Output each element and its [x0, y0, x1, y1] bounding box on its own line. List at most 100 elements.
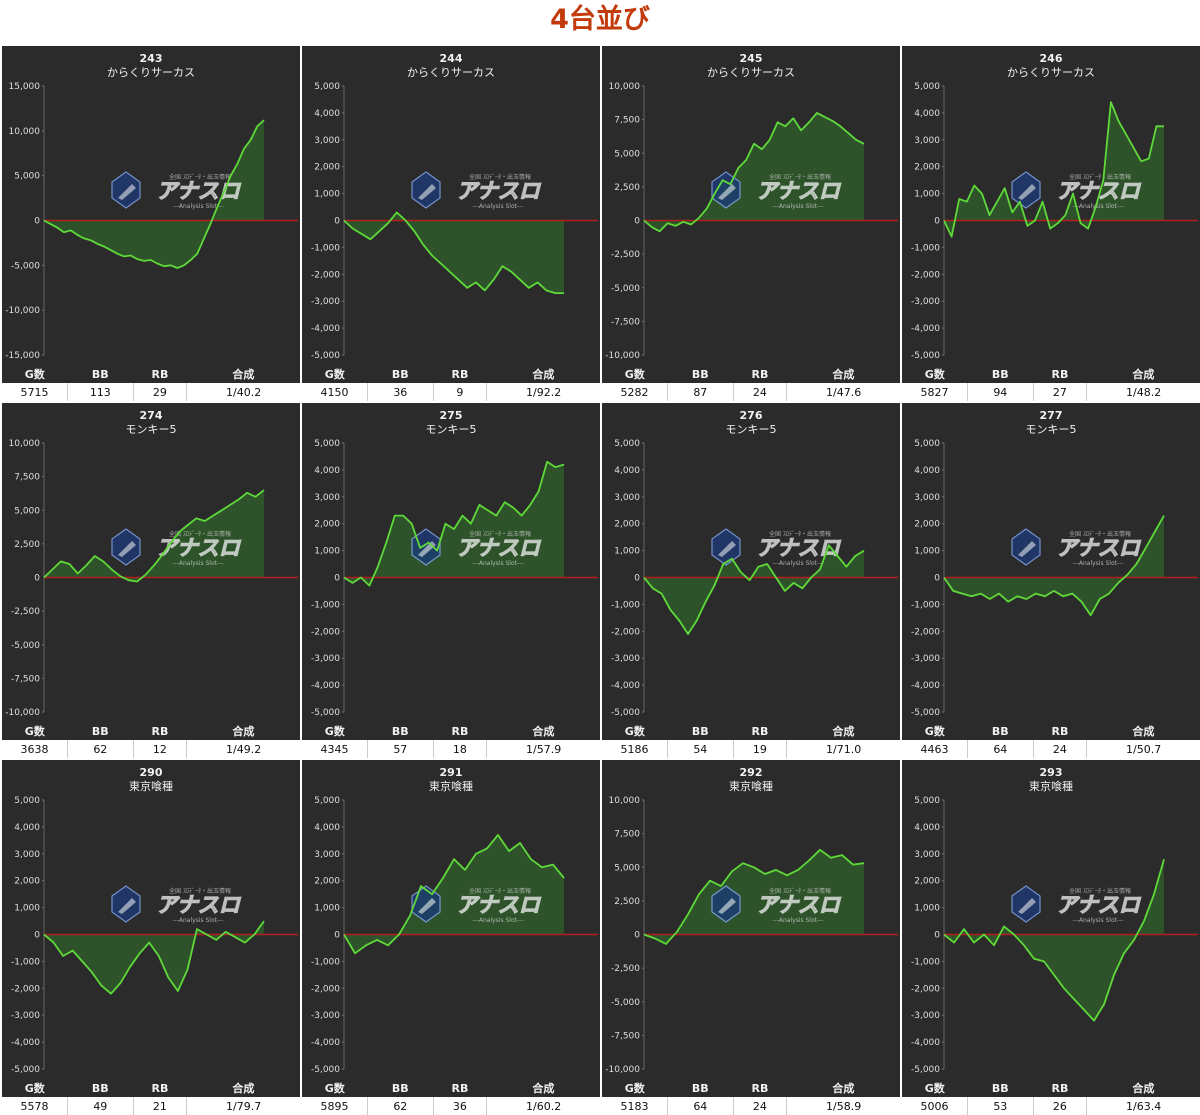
machine-stats-table: G数 BB RB 合成 5006 53 26 1/63.4	[902, 1079, 1200, 1115]
stats-rb: 29	[133, 383, 188, 401]
stats-header: G数	[602, 365, 668, 383]
stats-header: BB	[367, 1079, 434, 1097]
machine-name: 東京喰種	[429, 779, 473, 793]
y-tick-label: -1,000	[911, 243, 940, 253]
y-tick-label: -1,000	[911, 600, 940, 610]
y-tick-label: 0	[934, 217, 940, 227]
machine-chart-panel: 243 からくりサーカス -15,000 -10,000 -5,000 0 5,000 10,…	[2, 46, 300, 401]
series-area	[644, 545, 864, 634]
y-tick-label: 7,500	[14, 473, 40, 483]
y-tick-label: 4,000	[614, 466, 640, 476]
stats-header: RB	[133, 365, 187, 383]
stats-header: BB	[967, 722, 1034, 740]
y-tick-label: 4,000	[314, 823, 340, 833]
y-tick-label: 1,000	[314, 904, 340, 914]
series-line	[943, 858, 1165, 1022]
stats-rb: 21	[133, 1097, 188, 1115]
stats-header: 合成	[786, 1079, 900, 1097]
stats-combined: 1/71.0	[786, 740, 900, 758]
y-tick-label: -4,000	[911, 681, 940, 691]
y-tick-label: -10,000	[5, 708, 40, 718]
stats-bb: 113	[67, 383, 134, 401]
stats-header: 合成	[1086, 365, 1200, 383]
y-tick-label: 1,000	[14, 904, 40, 914]
y-tick-label: 3,000	[914, 850, 940, 860]
machine-stats-table: G数 BB RB 合成 5282 87 24 1/47.6	[602, 365, 900, 401]
stats-header: RB	[733, 722, 787, 740]
watermark-tagline: ---Analysis Slot---	[773, 560, 824, 567]
y-tick-label: 10,000	[9, 127, 41, 137]
stats-games: 3638	[2, 740, 69, 758]
y-tick-label: 1,000	[914, 190, 940, 200]
y-tick-label: -2,000	[911, 627, 940, 637]
y-tick-label: 5,000	[914, 796, 940, 806]
watermark-tagline: ---Analysis Slot---	[473, 203, 524, 210]
stats-header: BB	[667, 1079, 734, 1097]
series-line	[43, 119, 265, 269]
stats-header: BB	[367, 365, 434, 383]
watermark-caption: 全国 ｽﾛﾃﾞｰﾀ・出玉情報	[469, 173, 531, 181]
y-tick-label: 10,000	[9, 439, 41, 449]
machine-name: モンキー5	[1026, 423, 1077, 436]
watermark-logo-text: アナスロ	[456, 893, 542, 917]
machine-name: からくりサーカス	[707, 66, 795, 79]
machine-chart-panel: 244 からくりサーカス -5,000 -4,000 -3,000 -2,000 -1,00…	[302, 46, 600, 401]
machine-chart-panel: 290 東京喰種 -5,000 -4,000 -3,000 -2,000 -1,000 0 1,…	[2, 760, 300, 1115]
y-tick-label: 3,000	[914, 493, 940, 503]
stats-bb: 62	[67, 740, 134, 758]
y-tick-label: 3,000	[614, 493, 640, 503]
watermark-tagline: ---Analysis Slot---	[1073, 560, 1124, 567]
stats-combined: 1/63.4	[1086, 1097, 1200, 1115]
series-area	[644, 112, 864, 232]
y-tick-label: -2,000	[311, 627, 340, 637]
machine-stats-table: G数 BB RB 合成 5183 64 24 1/58.9	[602, 1079, 900, 1115]
stats-header: 合成	[186, 1079, 300, 1097]
y-tick-label: -3,000	[911, 1011, 940, 1021]
machine-chart-panel: 291 東京喰種 -5,000 -4,000 -3,000 -2,000 -1,000 0 1,…	[302, 760, 600, 1115]
watermark-caption: 全国 ｽﾛﾃﾞｰﾀ・出玉情報	[169, 173, 231, 181]
stats-header: BB	[967, 365, 1034, 383]
y-tick-label: 2,000	[314, 520, 340, 530]
series-line	[343, 211, 564, 294]
y-tick-label: 15,000	[9, 82, 41, 92]
series-line	[343, 460, 565, 587]
watermark-caption: 全国 ｽﾛﾃﾞｰﾀ・出玉情報	[769, 173, 831, 181]
y-tick-label: -1,000	[11, 957, 40, 967]
y-tick-label: 0	[634, 217, 640, 227]
y-tick-label: 5,000	[614, 439, 640, 449]
y-tick-label: 0	[334, 931, 340, 941]
watermark-tagline: ---Analysis Slot---	[473, 917, 524, 924]
y-tick-label: -5,000	[611, 284, 640, 294]
machine-name: からくりサーカス	[107, 66, 195, 79]
stats-rb: 36	[433, 1097, 488, 1115]
watermark-caption: 全国 ｽﾛﾃﾞｰﾀ・出玉情報	[1069, 530, 1131, 538]
y-tick-label: 5,000	[914, 439, 940, 449]
y-tick-label: 4,000	[314, 109, 340, 119]
stats-header: G数	[902, 1079, 968, 1097]
stats-combined: 1/60.2	[486, 1097, 600, 1115]
watermark-tagline: ---Analysis Slot---	[1073, 203, 1124, 210]
stats-header: RB	[133, 722, 187, 740]
y-tick-label: -5,000	[911, 1065, 940, 1075]
stats-rb: 18	[433, 740, 488, 758]
y-tick-label: -5,000	[11, 1065, 40, 1075]
machine-name: 東京喰種	[1029, 779, 1073, 793]
stats-rb: 24	[733, 1097, 788, 1115]
machine-stats-table: G数 BB RB 合成 4150 36 9 1/92.2	[302, 365, 600, 401]
y-tick-label: 2,000	[914, 163, 940, 173]
y-tick-label: 5,000	[614, 149, 640, 159]
stats-header: BB	[367, 722, 434, 740]
y-tick-label: 0	[34, 931, 40, 941]
stats-games: 5186	[602, 740, 669, 758]
y-tick-label: 1,000	[614, 547, 640, 557]
stats-header: BB	[667, 722, 734, 740]
y-tick-label: -1,000	[311, 600, 340, 610]
machine-number: 244	[440, 52, 463, 65]
stats-combined: 1/57.9	[486, 740, 600, 758]
y-tick-label: 0	[634, 574, 640, 584]
y-tick-label: -4,000	[311, 1038, 340, 1048]
